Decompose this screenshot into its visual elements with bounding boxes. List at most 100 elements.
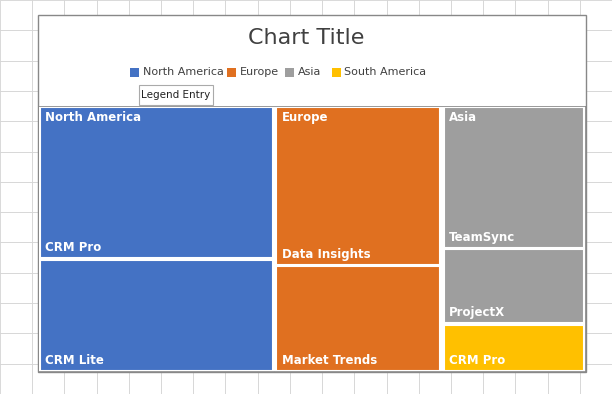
Bar <box>387 212 419 242</box>
Bar <box>38 15 586 372</box>
Bar <box>129 182 161 212</box>
Bar <box>387 333 419 364</box>
Bar <box>290 152 322 182</box>
Bar <box>580 212 612 242</box>
Bar <box>258 121 290 152</box>
Bar <box>161 242 193 273</box>
Text: CRM Pro: CRM Pro <box>45 241 102 254</box>
Bar <box>290 182 322 212</box>
Bar <box>548 61 580 91</box>
Text: Europe: Europe <box>282 111 329 124</box>
Bar <box>451 0 483 30</box>
Bar <box>548 91 580 121</box>
Bar <box>515 182 548 212</box>
Bar <box>64 30 97 61</box>
Bar <box>32 303 64 333</box>
Bar <box>483 61 515 91</box>
Bar <box>225 212 258 242</box>
Bar <box>451 61 483 91</box>
Bar <box>483 364 515 394</box>
Bar <box>129 303 161 333</box>
Bar <box>419 91 451 121</box>
Bar <box>290 0 322 30</box>
Bar <box>419 364 451 394</box>
Bar <box>258 212 290 242</box>
Bar <box>277 107 440 265</box>
Bar <box>97 333 129 364</box>
Bar <box>387 152 419 182</box>
Bar <box>483 273 515 303</box>
Bar <box>97 91 129 121</box>
Bar <box>322 182 354 212</box>
Bar <box>387 182 419 212</box>
Bar <box>40 107 273 258</box>
Bar <box>64 364 97 394</box>
Bar <box>548 303 580 333</box>
Bar <box>387 273 419 303</box>
Bar <box>354 303 387 333</box>
Bar <box>483 242 515 273</box>
Bar <box>226 67 236 76</box>
Bar <box>97 30 129 61</box>
Bar <box>258 0 290 30</box>
Bar <box>515 91 548 121</box>
Bar <box>64 273 97 303</box>
Bar <box>451 333 483 364</box>
Bar <box>161 61 193 91</box>
Bar <box>322 212 354 242</box>
Bar <box>580 182 612 212</box>
Bar <box>64 91 97 121</box>
Bar <box>64 61 97 91</box>
Text: Legend Entry: Legend Entry <box>141 90 211 100</box>
Bar <box>290 121 322 152</box>
Bar <box>64 303 97 333</box>
Bar <box>32 121 64 152</box>
Bar <box>40 260 273 371</box>
Bar <box>483 152 515 182</box>
Bar <box>258 182 290 212</box>
Bar <box>97 182 129 212</box>
Bar <box>580 121 612 152</box>
Text: Europe: Europe <box>239 67 278 77</box>
Bar <box>322 364 354 394</box>
Bar <box>548 242 580 273</box>
Bar <box>0 0 32 30</box>
Bar <box>64 242 97 273</box>
Bar <box>258 30 290 61</box>
Bar <box>483 30 515 61</box>
Bar <box>225 182 258 212</box>
Bar <box>193 303 225 333</box>
Bar <box>419 303 451 333</box>
Bar <box>387 303 419 333</box>
Bar <box>193 61 225 91</box>
Bar <box>387 61 419 91</box>
Bar <box>548 182 580 212</box>
Bar <box>322 121 354 152</box>
Bar <box>0 212 32 242</box>
Bar <box>193 121 225 152</box>
Bar <box>161 121 193 152</box>
Bar <box>129 61 161 91</box>
Bar <box>129 364 161 394</box>
Bar <box>387 91 419 121</box>
Bar <box>290 30 322 61</box>
Bar <box>387 0 419 30</box>
Bar <box>290 61 322 91</box>
Bar <box>161 212 193 242</box>
Text: ProjectX: ProjectX <box>449 306 505 319</box>
Bar <box>451 182 483 212</box>
Bar <box>258 273 290 303</box>
Bar <box>290 242 322 273</box>
Bar <box>451 242 483 273</box>
Bar <box>451 91 483 121</box>
Bar <box>285 67 294 76</box>
Bar <box>548 152 580 182</box>
Bar <box>64 0 97 30</box>
Bar <box>322 61 354 91</box>
Bar <box>354 0 387 30</box>
Bar <box>354 273 387 303</box>
Bar <box>0 182 32 212</box>
Text: CRM Pro: CRM Pro <box>449 354 506 367</box>
Bar <box>225 121 258 152</box>
Bar <box>580 30 612 61</box>
